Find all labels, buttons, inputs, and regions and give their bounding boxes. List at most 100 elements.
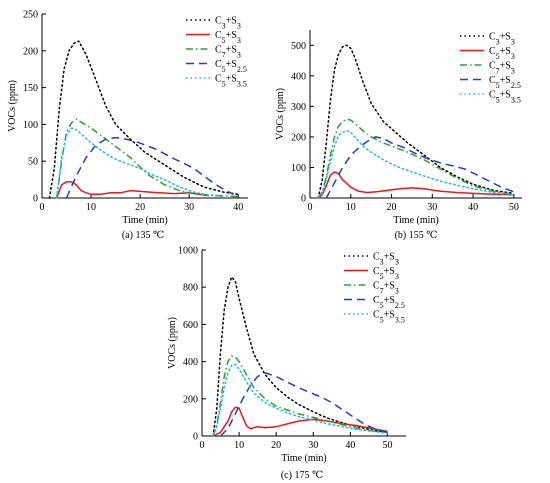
panel-caption: (c) 175 ℃: [281, 470, 323, 481]
legend-label-part: +S: [384, 252, 395, 263]
legend-label-part: +S: [384, 281, 395, 292]
legend-label-part: 5: [496, 81, 500, 90]
legend-label-part: C: [373, 281, 380, 292]
y-tick-label: 1000: [178, 246, 198, 257]
x-tick-label: 40: [233, 202, 243, 213]
x-tick-label: 50: [382, 440, 392, 451]
legend-label-part: 2.5: [237, 65, 247, 74]
legend-label-part: 3: [237, 21, 241, 30]
y-axis-label: VOCs (ppm): [167, 317, 178, 369]
legend-label-part: +S: [226, 45, 237, 56]
series-line-c7-s3: [317, 118, 514, 199]
series-line-c5-s3: [55, 181, 209, 199]
y-tick-label: 400: [183, 357, 198, 368]
x-tick-label: 30: [427, 202, 437, 213]
legend-label-part: 3: [237, 50, 241, 59]
chart-panel-3: 0 10 20 30 40 50 0 200 400 600 800 1000 Time (min) VO…: [167, 246, 406, 481]
legend-label-part: +S: [500, 90, 511, 101]
legend-label-part: C: [489, 75, 496, 86]
legend-label-part: 5: [222, 79, 226, 88]
y-axis-label: VOCs (ppm): [275, 88, 286, 140]
x-tick-label: 20: [271, 440, 281, 451]
series-line-c7-s3: [55, 118, 239, 199]
legend-label-part: 5: [222, 65, 226, 74]
legend-label-part: +S: [226, 16, 237, 27]
x-tick-label: 50: [509, 202, 519, 213]
legend-label-part: C: [373, 266, 380, 277]
legend-label-part: C: [489, 90, 496, 101]
legend-label-part: 3.5: [395, 315, 405, 324]
series-line-c5-s2-5: [65, 136, 234, 199]
legend-label-part: +S: [500, 61, 511, 72]
legend-label-part: C: [215, 59, 222, 70]
series-line-c3-s3: [212, 276, 389, 437]
legend-label-part: +S: [500, 75, 511, 86]
series-line-c5-s3-5: [55, 127, 225, 199]
legend-label-part: 3: [222, 21, 226, 30]
legend-label-part: C: [215, 45, 222, 56]
x-tick-label: 10: [234, 440, 244, 451]
legend-label-part: +S: [500, 46, 511, 57]
legend-label-part: 5: [496, 95, 500, 104]
legend-label-part: 3: [395, 257, 399, 266]
legend-label-part: 3: [511, 52, 515, 61]
y-tick-label: 0: [301, 194, 306, 205]
x-tick-label: 0: [40, 202, 45, 213]
legend-label: C5+S3: [215, 30, 241, 45]
legend-label-part: 2.5: [511, 81, 521, 90]
legend-label-part: +S: [500, 32, 511, 43]
legend-label-part: 7: [496, 66, 500, 75]
legend-label-part: C: [489, 61, 496, 72]
x-tick-label: 0: [308, 202, 313, 213]
legend-label-part: C: [373, 252, 380, 263]
legend-label: C5+S3.5: [215, 74, 247, 89]
legend-label: C3+S3: [373, 252, 399, 267]
y-tick-label: 100: [23, 120, 38, 131]
x-axis-label: Time (min): [281, 453, 326, 464]
series-line-c7-s3: [212, 355, 388, 437]
legend-label-part: 3: [511, 37, 515, 46]
legend-label-part: +S: [226, 59, 237, 70]
x-axis-label: Time (min): [122, 215, 167, 226]
legend-label-part: 3: [395, 286, 399, 295]
legend-label: C3+S3: [215, 16, 241, 31]
legend-label-part: 2.5: [395, 301, 405, 310]
x-tick-label: 30: [184, 202, 194, 213]
legend-label: C5+S3.5: [373, 310, 405, 325]
legend-label-part: +S: [384, 310, 395, 321]
legend-label-part: 5: [380, 272, 384, 281]
legend-label-part: +S: [226, 74, 237, 85]
legend-label-part: 3: [380, 257, 384, 266]
y-tick-label: 200: [23, 46, 38, 57]
legend-label: C7+S3: [489, 61, 515, 76]
y-tick-label: 150: [23, 83, 38, 94]
legend-label: C5+S2.5: [373, 295, 405, 310]
x-axis-label: Time (min): [393, 215, 438, 226]
panel-caption: (a) 135 ℃: [122, 230, 164, 241]
legend-label-part: +S: [384, 295, 395, 306]
legend-label: C7+S3: [215, 45, 241, 60]
y-tick-label: 400: [291, 71, 306, 82]
y-tick-label: 300: [291, 102, 306, 113]
y-tick-label: 0: [193, 432, 198, 443]
y-axis-label: VOCs (ppm): [7, 80, 18, 132]
legend-label-part: 3.5: [511, 95, 521, 104]
y-tick-label: 100: [291, 163, 306, 174]
y-tick-label: 500: [291, 41, 306, 52]
legend-label-part: +S: [226, 30, 237, 41]
legend-label-part: C: [489, 32, 496, 43]
y-tick-label: 600: [183, 320, 198, 331]
series-line-c5-s3-5: [317, 130, 515, 199]
y-tick-label: 0: [33, 194, 38, 205]
legend-label-part: 5: [496, 52, 500, 61]
series-line-c3-s3: [317, 44, 515, 199]
legend-label-part: 7: [380, 286, 384, 295]
legend-label: C5+S3: [373, 266, 399, 281]
legend-label-part: 7: [222, 50, 226, 59]
x-tick-label: 30: [308, 440, 318, 451]
legend-label: C3+S3: [489, 32, 515, 47]
series-line-c5-s3-5: [212, 363, 389, 437]
series-line-c3-s3: [48, 40, 239, 199]
